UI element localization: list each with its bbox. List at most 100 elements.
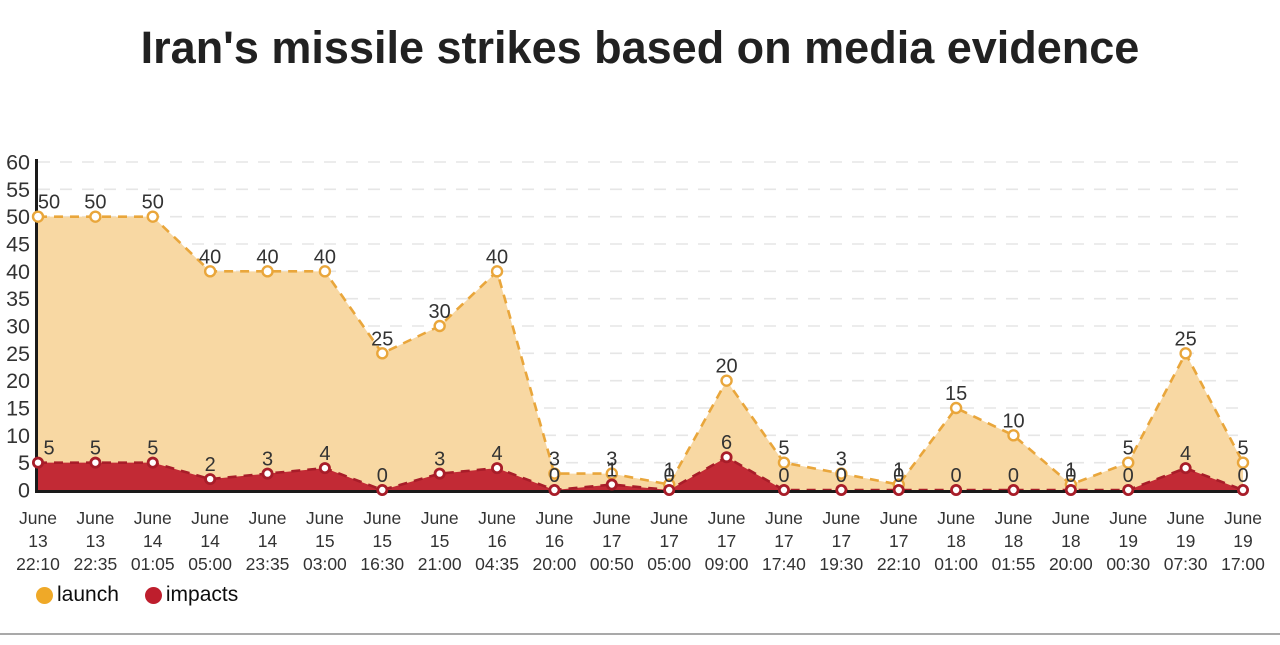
svg-text:5: 5 — [18, 451, 30, 475]
svg-text:0: 0 — [893, 465, 904, 487]
svg-text:19: 19 — [1119, 531, 1138, 551]
svg-text:00:30: 00:30 — [1106, 554, 1150, 574]
svg-text:0: 0 — [18, 479, 30, 503]
svg-text:09:00: 09:00 — [705, 554, 749, 574]
svg-text:22:10: 22:10 — [877, 554, 921, 574]
svg-text:June: June — [1167, 508, 1205, 528]
svg-text:14: 14 — [258, 531, 278, 551]
legend-item-impacts: impacts — [144, 583, 239, 607]
svg-text:40: 40 — [6, 260, 30, 284]
svg-text:16: 16 — [487, 531, 506, 551]
svg-text:17:40: 17:40 — [762, 554, 806, 574]
svg-text:3: 3 — [549, 449, 560, 471]
svg-text:18: 18 — [946, 531, 965, 551]
svg-text:17:00: 17:00 — [1221, 554, 1265, 574]
svg-text:01:00: 01:00 — [934, 554, 978, 574]
svg-text:20:00: 20:00 — [533, 554, 577, 574]
svg-text:04:35: 04:35 — [475, 554, 519, 574]
svg-text:June: June — [535, 508, 573, 528]
svg-text:5: 5 — [1123, 438, 1134, 460]
legend-label-impacts: impacts — [165, 583, 239, 606]
svg-text:30: 30 — [429, 301, 451, 323]
impacts-swatch-icon — [144, 586, 162, 604]
svg-text:June: June — [478, 508, 516, 528]
svg-text:5: 5 — [90, 438, 101, 460]
legend-label-launch: launch — [57, 583, 119, 606]
svg-text:1: 1 — [606, 460, 617, 482]
svg-text:5: 5 — [43, 438, 54, 460]
svg-text:18: 18 — [1004, 531, 1023, 551]
svg-text:0: 0 — [778, 465, 789, 487]
svg-text:15: 15 — [430, 531, 449, 551]
svg-text:June: June — [191, 508, 229, 528]
svg-text:05:00: 05:00 — [647, 554, 691, 574]
svg-text:50: 50 — [38, 192, 60, 214]
svg-text:June: June — [19, 508, 57, 528]
svg-text:10: 10 — [6, 424, 30, 448]
svg-text:6: 6 — [721, 432, 732, 454]
svg-text:June: June — [76, 508, 114, 528]
svg-text:June: June — [994, 508, 1032, 528]
svg-text:14: 14 — [200, 531, 220, 551]
svg-text:17: 17 — [602, 531, 621, 551]
svg-text:55: 55 — [6, 178, 30, 202]
svg-text:June: June — [134, 508, 172, 528]
svg-text:15: 15 — [6, 397, 30, 421]
svg-text:25: 25 — [1174, 328, 1196, 350]
svg-text:22:10: 22:10 — [16, 554, 60, 574]
svg-text:00:50: 00:50 — [590, 554, 634, 574]
svg-text:60: 60 — [6, 151, 30, 175]
svg-text:16:30: 16:30 — [360, 554, 404, 574]
svg-text:19:30: 19:30 — [819, 554, 863, 574]
svg-text:17: 17 — [774, 531, 793, 551]
svg-text:0: 0 — [1237, 465, 1248, 487]
svg-text:01:55: 01:55 — [992, 554, 1036, 574]
svg-text:21:00: 21:00 — [418, 554, 462, 574]
svg-text:10: 10 — [1002, 410, 1024, 432]
svg-text:0: 0 — [664, 465, 675, 487]
svg-text:0: 0 — [377, 465, 388, 487]
svg-text:30: 30 — [6, 315, 30, 339]
svg-text:2: 2 — [205, 454, 216, 476]
svg-text:June: June — [1052, 508, 1090, 528]
svg-text:07:30: 07:30 — [1164, 554, 1208, 574]
svg-text:1: 1 — [1065, 460, 1076, 482]
svg-text:June: June — [822, 508, 860, 528]
svg-text:0: 0 — [951, 465, 962, 487]
svg-text:20: 20 — [715, 356, 737, 378]
svg-text:40: 40 — [486, 246, 508, 268]
svg-text:June: June — [306, 508, 344, 528]
svg-text:19: 19 — [1233, 531, 1252, 551]
svg-text:22:35: 22:35 — [73, 554, 117, 574]
svg-text:June: June — [708, 508, 746, 528]
svg-text:3: 3 — [262, 449, 273, 471]
svg-text:03:00: 03:00 — [303, 554, 347, 574]
svg-text:5: 5 — [778, 438, 789, 460]
svg-text:20: 20 — [6, 369, 30, 393]
svg-text:June: June — [593, 508, 631, 528]
svg-text:4: 4 — [491, 443, 502, 465]
svg-text:4: 4 — [1180, 443, 1191, 465]
svg-text:5: 5 — [147, 438, 158, 460]
chart-legend: launch impacts — [36, 583, 264, 607]
svg-text:25: 25 — [6, 342, 30, 366]
svg-text:01:05: 01:05 — [131, 554, 175, 574]
svg-text:June: June — [880, 508, 918, 528]
svg-text:17: 17 — [832, 531, 851, 551]
svg-text:20:00: 20:00 — [1049, 554, 1093, 574]
svg-text:17: 17 — [889, 531, 908, 551]
svg-text:June: June — [650, 508, 688, 528]
svg-text:0: 0 — [549, 465, 560, 487]
svg-text:15: 15 — [315, 531, 334, 551]
svg-text:5: 5 — [1237, 438, 1248, 460]
svg-text:1: 1 — [893, 460, 904, 482]
svg-text:14: 14 — [143, 531, 163, 551]
svg-text:4: 4 — [319, 443, 330, 465]
svg-text:June: June — [421, 508, 459, 528]
svg-text:1: 1 — [664, 460, 675, 482]
svg-text:35: 35 — [6, 287, 30, 311]
svg-text:23:35: 23:35 — [246, 554, 290, 574]
svg-text:50: 50 — [84, 192, 106, 214]
svg-text:0: 0 — [1065, 465, 1076, 487]
